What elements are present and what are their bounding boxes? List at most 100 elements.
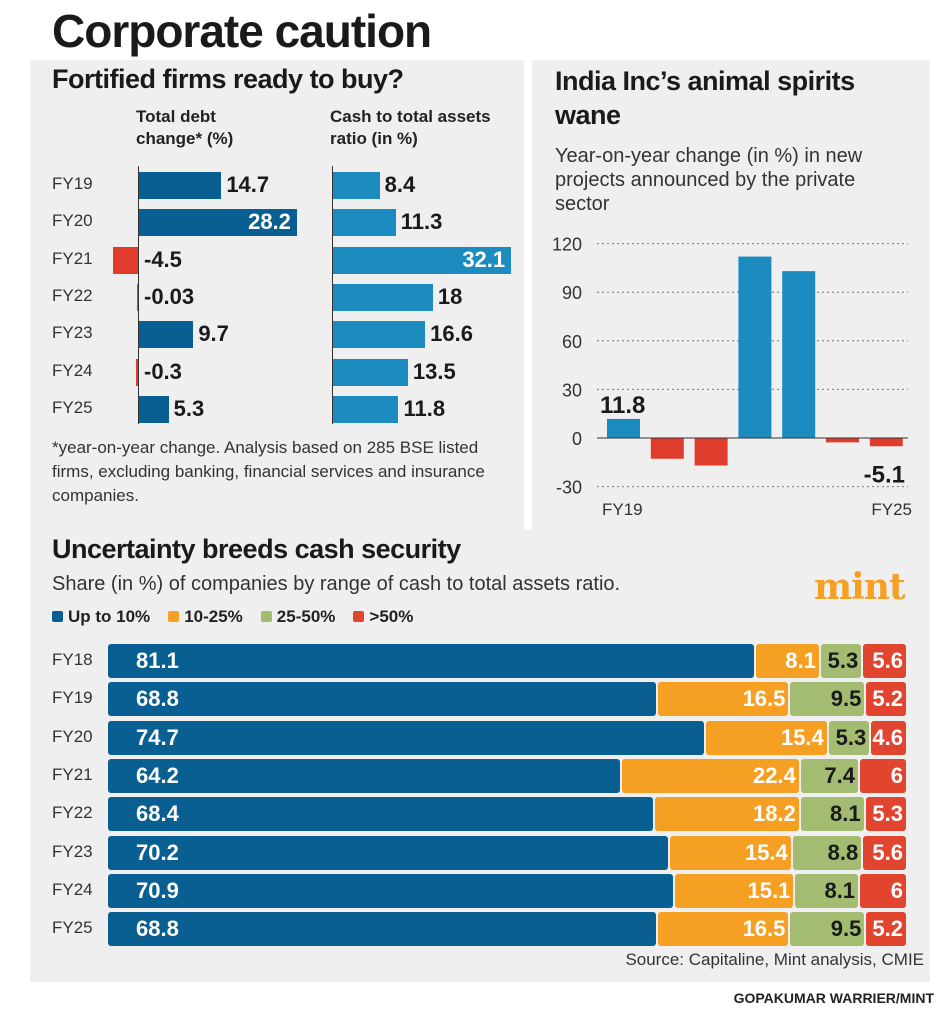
legend-item: >50%: [353, 607, 413, 627]
bar: [139, 321, 194, 349]
segment-label: 8.1: [824, 877, 856, 903]
segment-label: 8.8: [827, 839, 859, 865]
segment-label: 5.3: [835, 724, 867, 750]
credit: GOPAKUMAR WARRIER/MINT: [733, 990, 934, 1006]
bar-label: 13.5: [412, 358, 456, 384]
bar: [136, 358, 138, 386]
segment-label: 5.2: [872, 686, 903, 712]
stacked-segment: 18.2: [655, 797, 799, 832]
row-label: FY25: [52, 918, 93, 938]
chart2-svg: 120 90 60 30 0 -30 11.8 -5.1 FY19 FY25: [552, 235, 912, 519]
bar-label: -0.03: [144, 283, 195, 309]
legend-swatch: [260, 611, 272, 622]
y-tick-label: -30: [556, 478, 582, 498]
row-label: FY23: [52, 841, 93, 861]
legend-swatch: [168, 611, 180, 622]
segment-label: 18.2: [752, 801, 796, 827]
bar-label: -4.5: [144, 246, 182, 272]
segment-label: 5.3: [827, 648, 859, 673]
segment-label: 15.1: [747, 877, 791, 903]
stacked-segment: 16.5: [658, 682, 789, 717]
bar: [607, 418, 640, 438]
panel-left: [30, 60, 524, 530]
stacked-segment: 5.3: [820, 644, 862, 678]
stacked-segment: 8.8: [792, 835, 862, 870]
stacked-segment: 5.2: [866, 682, 906, 717]
axis-line: [138, 166, 139, 424]
col-head-debt: Total debt change* (%): [136, 107, 234, 148]
segment-label: 4.6: [872, 724, 903, 750]
segment-label: 8.1: [830, 801, 861, 827]
y-tick-label: 90: [562, 283, 582, 303]
segment-label: 15.4: [780, 724, 824, 750]
bar: [136, 283, 138, 311]
bar-label: 11.8: [403, 395, 446, 421]
data-label: -5.1: [864, 461, 905, 488]
bar: [333, 283, 433, 311]
segment-label: 8.1: [785, 648, 816, 673]
data-label: 11.8: [600, 392, 645, 419]
row-label: FY19: [52, 174, 93, 193]
bar: [869, 438, 903, 447]
stacked-segment: 70.9: [108, 873, 673, 908]
legend-label: 25-50%: [276, 607, 336, 626]
bar-label: 5.3: [173, 395, 205, 421]
stacked-segment: 22.4: [621, 758, 799, 793]
stacked-segment: 8.1: [795, 873, 859, 908]
stacked-segment: 15.4: [669, 835, 791, 870]
stacked-segment: 5.3: [828, 720, 870, 755]
y-tick-label: 120: [552, 235, 582, 255]
stacked-segment: 64.2: [108, 758, 620, 793]
main-title: Corporate caution: [52, 5, 432, 57]
stacked-segment: 5.2: [866, 912, 906, 947]
stacked-segment: 5.6: [863, 835, 906, 870]
legend-item: 10-25%: [168, 607, 243, 627]
bar: [333, 172, 380, 199]
segment-label: 5.6: [872, 648, 903, 673]
mint-logo: mint: [814, 566, 906, 608]
stacked-segment: 5.6: [863, 644, 906, 678]
bar-label: 32.1: [462, 246, 506, 272]
segment-label: 74.7: [136, 724, 179, 750]
row-label: FY21: [52, 248, 93, 268]
bar: [139, 395, 169, 423]
bar-label: 9.7: [198, 321, 229, 347]
stacked-segment: 5.3: [865, 797, 906, 832]
stacked-segment: 74.7: [108, 720, 704, 755]
x-tick-label: FY19: [602, 500, 643, 519]
col-head-cash: Cash to total assets ratio (in %): [330, 107, 491, 148]
bar-label: 8.4: [384, 172, 416, 197]
bar: [694, 438, 728, 466]
row-label: FY25: [52, 397, 93, 417]
legend-item: Up to 10%: [52, 607, 150, 627]
segment-label: 6: [890, 877, 903, 903]
panel-right: [532, 60, 930, 530]
bar: [333, 395, 399, 423]
stacked-segment: 9.5: [790, 912, 865, 947]
legend-item: 25-50%: [260, 607, 336, 627]
segment-label: 5.2: [872, 916, 903, 942]
bar: [112, 246, 138, 274]
stacked-segment: 15.4: [705, 720, 827, 755]
row-label: FY22: [52, 285, 93, 305]
legend-label: 10-25%: [184, 607, 243, 626]
segment-label: 16.5: [742, 686, 786, 712]
legend-swatch: [52, 611, 63, 622]
segment-label: 9.5: [830, 686, 862, 712]
chart3-legend: Up to 10% 10-25% 25-50% >50%: [52, 607, 413, 627]
bar: [738, 256, 772, 438]
segment-label: 6: [890, 762, 903, 788]
bar: [333, 246, 512, 274]
stacked-segment: 70.2: [108, 835, 668, 870]
row-label: FY24: [52, 879, 93, 899]
chart2-title: India Inc’s animal spirits wane: [555, 66, 855, 130]
bar: [333, 358, 408, 386]
y-tick-label: 0: [572, 429, 582, 449]
axis-line: [332, 166, 333, 424]
segment-label: 16.5: [742, 916, 786, 942]
row-label: FY24: [52, 360, 93, 380]
segment-label: 70.9: [136, 877, 179, 903]
segment-label: 64.2: [136, 762, 179, 788]
bar-label: 18: [437, 283, 463, 309]
row-label: FY22: [52, 803, 93, 823]
